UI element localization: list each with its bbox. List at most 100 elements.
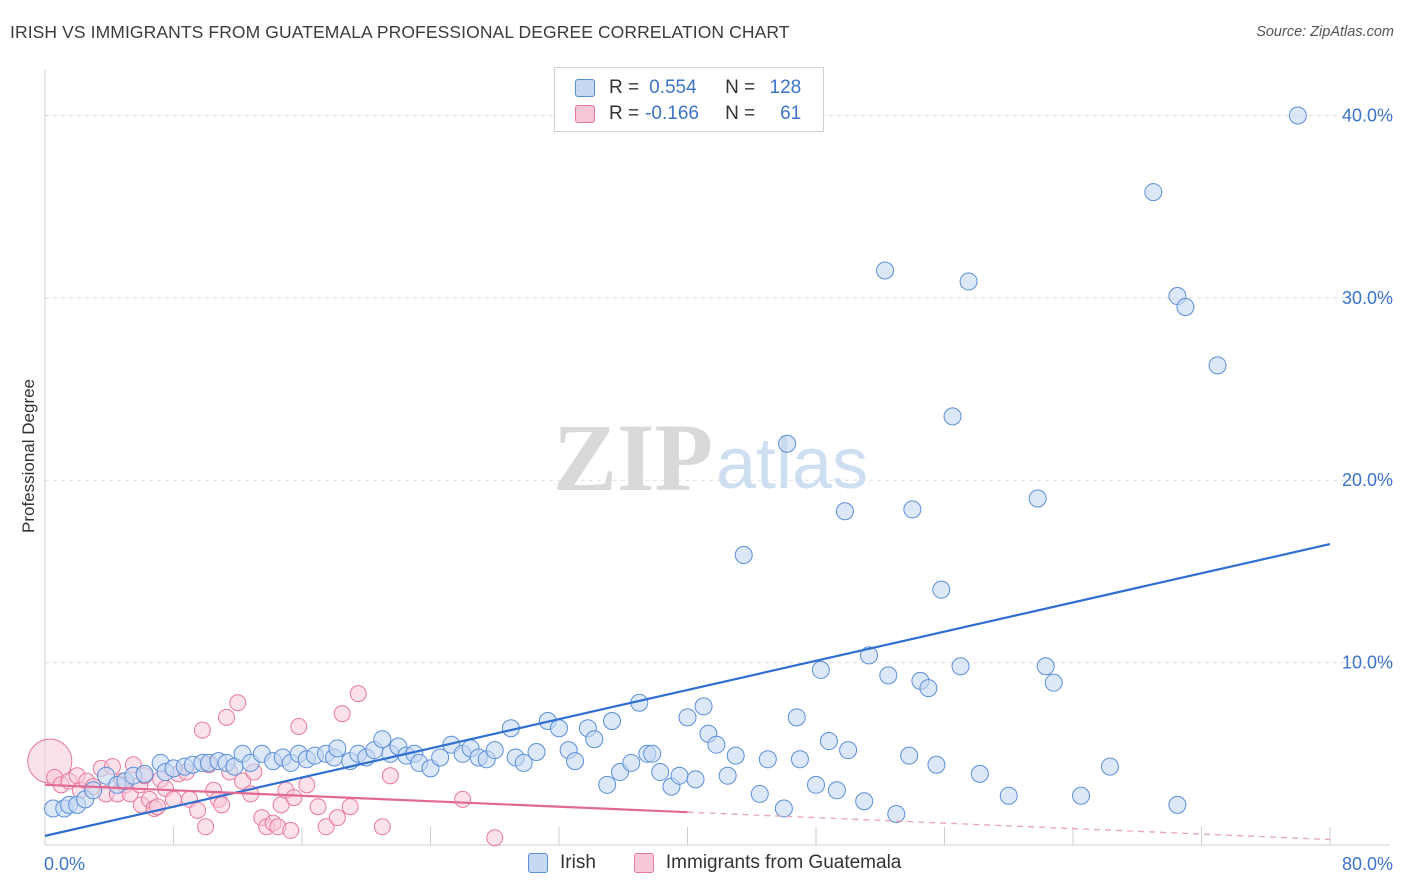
data-point-irish [1036,657,1055,676]
data-point-guatemala [349,685,367,703]
data-point-guatemala [309,798,327,816]
data-point-irish [951,657,970,676]
y-tick-label: 20.0% [1342,470,1393,490]
legend-swatch-irish [575,79,595,97]
trend-line-guatemala-extrapolated [687,811,1331,841]
data-point-guatemala [197,818,215,836]
data-point-guatemala [328,809,346,827]
legend-item-guatemala[interactable]: Immigrants from Guatemala [633,852,902,874]
data-point-irish [135,764,154,783]
data-point-irish [718,766,737,785]
legend-r-label: R = [609,77,640,98]
data-point-irish [959,272,978,291]
data-point-irish [839,741,858,760]
data-point-guatemala [486,829,504,847]
data-point-guatemala [298,776,316,794]
data-point-irish [585,730,604,749]
data-point-guatemala [341,798,359,816]
data-point-irish [1208,356,1227,375]
data-point-irish [932,580,951,599]
data-point-irish [726,746,745,765]
data-point-irish [927,755,946,774]
data-point-irish [1176,297,1195,316]
data-point-guatemala [454,790,472,808]
series-legend: Irish Immigrants from Guatemala [528,852,939,874]
series-irish [44,106,1307,823]
trend-lines [44,542,1331,841]
x-tick-label: 0.0% [44,854,85,874]
data-point-guatemala [234,772,252,790]
data-point-irish [835,502,854,521]
legend-swatch-guatemala [633,853,654,873]
data-point-irish [566,752,585,771]
legend-item-irish[interactable]: Irish [528,852,596,874]
data-point-irish [1168,795,1187,814]
legend-n-value: 61 [780,103,802,124]
data-point-irish [550,719,568,738]
legend-label-irish: Irish [560,852,596,873]
data-point-irish [485,741,504,760]
legend-n-label: N = [725,77,756,98]
data-point-irish [827,781,846,800]
grid-lines [45,114,1390,664]
data-point-irish [651,763,670,782]
data-point-irish [807,775,825,794]
data-point-irish [1100,757,1119,776]
data-point-irish [790,750,809,769]
data-point-guatemala [381,767,399,785]
data-point-guatemala [282,821,300,839]
data-point-guatemala [285,789,303,807]
data-point-irish [694,697,713,716]
y-tick-label: 40.0% [1342,105,1393,125]
legend-swatch-irish [528,853,548,873]
data-point-irish [527,742,546,761]
data-point-irish [970,764,989,783]
watermark-atlas: atlas [716,424,868,504]
data-point-irish [758,750,777,769]
data-point-guatemala [317,818,335,836]
data-point-irish [778,434,797,453]
data-point-irish [328,739,347,758]
data-point-guatemala [213,796,231,814]
data-point-irish [707,735,726,754]
data-point-irish [514,753,533,772]
legend-r-value: -0.166 [645,103,699,124]
data-point-guatemala [333,705,351,723]
data-point-irish [999,786,1018,805]
axes [44,70,1390,846]
watermark: ZIP atlas [553,404,868,511]
y-tick-label: 30.0% [1342,288,1393,308]
data-point-irish [811,660,830,679]
legend-n-value: 128 [769,77,802,98]
data-point-irish [1144,183,1163,202]
stats-legend: R = 0.554 N = 128 R = -0.166 N = 61 [554,67,824,132]
data-point-irish [819,732,838,751]
data-point-irish [903,500,922,519]
legend-n-label: N = [725,103,756,124]
data-point-irish [879,666,898,685]
data-point-irish [431,748,450,767]
legend-label-guatemala: Immigrants from Guatemala [665,852,902,873]
legend-swatch-guatemala [575,105,595,123]
data-point-irish [622,753,641,772]
data-point-irish [750,784,769,803]
data-point-irish [603,711,622,730]
data-point-irish [686,770,705,789]
data-point-irish [670,766,689,785]
legend-row-guatemala: R = -0.166 N = 61 [575,102,801,126]
y-tick-label: 10.0% [1342,653,1393,673]
trend-line-guatemala [44,783,688,814]
data-point-guatemala [218,708,236,726]
data-point-irish [787,708,806,727]
chart-title: IRISH VS IMMIGRANTS FROM GUATEMALA PROFE… [10,22,790,42]
watermark-zip: ZIP [553,404,713,511]
data-point-irish [84,781,103,800]
data-point-irish [373,730,392,749]
data-point-guatemala [229,694,247,712]
data-point-irish [860,646,879,665]
legend-r-value: 0.554 [649,77,697,98]
data-point-irish [943,407,962,426]
data-point-irish [1288,106,1307,125]
data-point-irish [734,546,753,565]
